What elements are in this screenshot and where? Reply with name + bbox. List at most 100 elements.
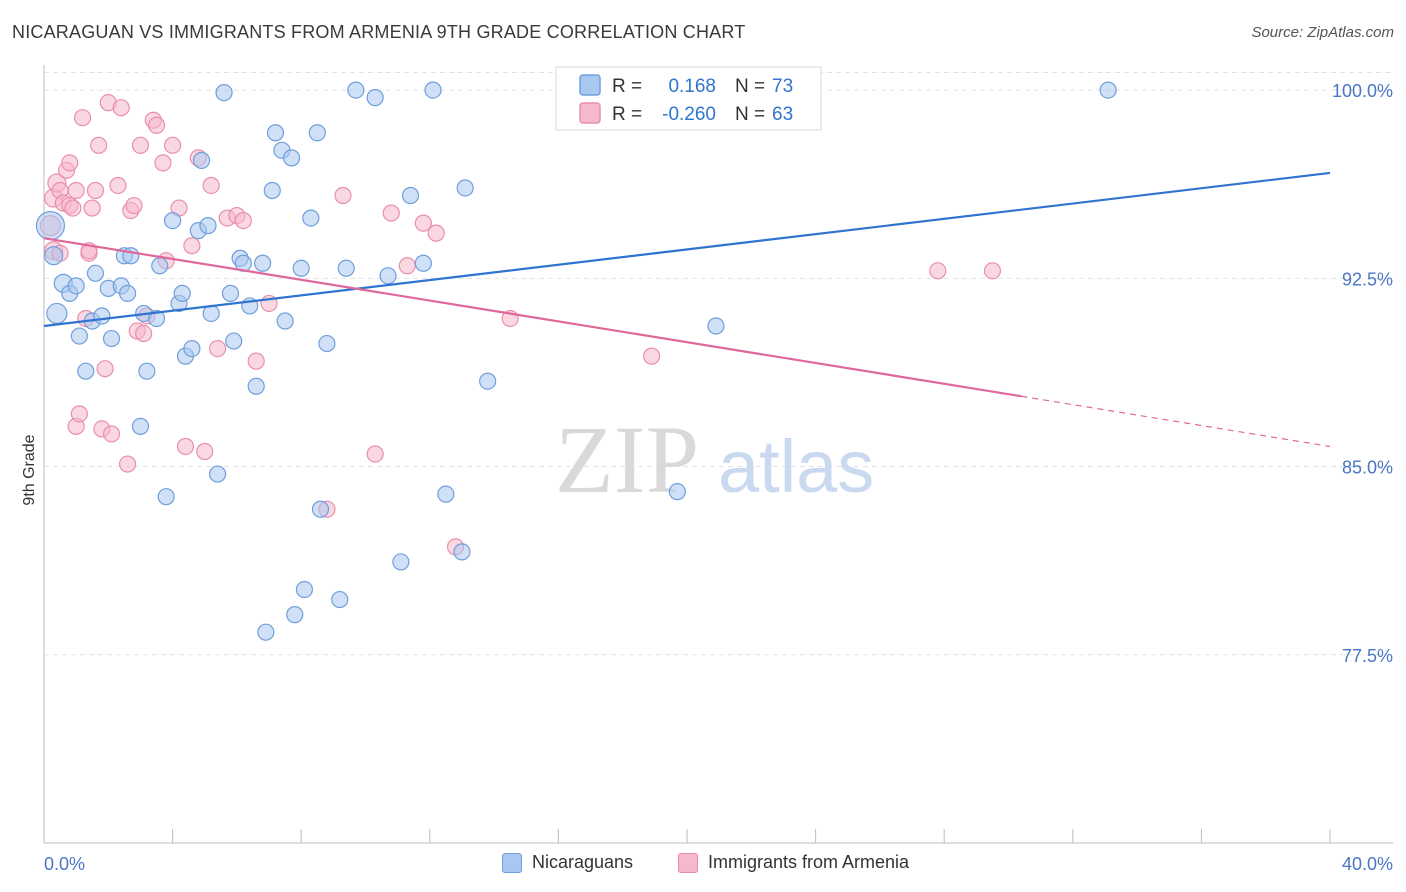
armenia-point — [929, 262, 947, 280]
armenia-point — [427, 224, 445, 242]
armenia-point — [118, 455, 137, 473]
gridlines — [44, 72, 1393, 656]
nicaraguan-point — [424, 81, 442, 99]
nicaraguan-point — [668, 483, 686, 501]
y-axis-title: 9th Grade — [21, 434, 38, 505]
bottom-legend-label: Nicaraguans — [532, 852, 634, 872]
nicaraguan-point — [295, 580, 314, 599]
nicaraguan-point — [318, 334, 336, 353]
nicaraguan-point — [456, 179, 474, 197]
armenia-point — [164, 136, 182, 154]
nicaraguan-point — [282, 149, 301, 167]
nicaraguan-point — [147, 309, 166, 328]
armenia-point — [176, 437, 195, 456]
nicaraguan-point — [131, 417, 150, 435]
watermark: ZIP atlas — [555, 406, 874, 513]
legend-n-label: N = — [735, 104, 765, 125]
nicaraguan-point — [401, 186, 420, 205]
armenia-point — [196, 442, 214, 461]
armenia-point — [983, 262, 1002, 280]
nicaraguan-point — [276, 312, 294, 330]
nicaraguan-point — [366, 89, 384, 107]
armenia-point — [73, 109, 92, 127]
y-tick-labels: 77.5% 85.0% 92.5% 100.0% — [1332, 81, 1393, 666]
nicaraguan-point — [221, 284, 240, 302]
nicaraguan-point — [337, 259, 355, 277]
legend-r-label: R = — [612, 104, 642, 125]
legend-n-label: N = — [735, 76, 765, 97]
nicaraguan-point — [164, 212, 182, 230]
nicaraguan-point — [707, 317, 725, 335]
armenia-point — [202, 176, 220, 195]
armenia-point — [147, 116, 166, 134]
nicaraguan-point — [308, 124, 326, 142]
x-tick-label: 40.0% — [1342, 854, 1393, 874]
armenia-point — [125, 196, 143, 215]
armenia-point — [398, 257, 416, 275]
nicaraguan-point — [247, 377, 265, 395]
armenia-point — [83, 199, 101, 217]
nicaraguan-point — [347, 81, 365, 99]
armenia-trend-line — [43, 237, 1022, 398]
nicaraguan-point — [102, 329, 121, 348]
nicaraguan-point — [122, 247, 140, 265]
nicaraguan-point — [263, 181, 281, 200]
armenia-point — [90, 136, 108, 154]
y-tick-label: 100.0% — [1332, 81, 1393, 101]
nicaraguan-point — [44, 246, 64, 266]
armenia-point — [247, 352, 265, 370]
nicaraguan-point — [86, 264, 105, 282]
nicaraguan-point — [70, 327, 88, 345]
series-nicaraguans-points — [35, 78, 1117, 641]
armenia-point — [366, 445, 384, 463]
bottom-legend-label: Immigrants from Armenia — [708, 852, 910, 872]
nicaraguan-point — [257, 623, 275, 641]
chart-title: NICARAGUAN VS IMMIGRANTS FROM ARMENIA 9T… — [12, 22, 746, 42]
y-tick-label: 77.5% — [1342, 646, 1393, 666]
nicaraguan-point — [479, 372, 497, 390]
legend-r-label: R = — [612, 76, 642, 97]
armenia-point — [131, 136, 150, 154]
nicaraguan-point — [93, 307, 111, 325]
nicaraguan-point — [379, 267, 397, 285]
nicaraguan-point — [118, 284, 137, 302]
nicaraguan-point — [254, 254, 272, 272]
nicaraguan-point — [199, 217, 217, 235]
legend-swatch-armenia — [579, 102, 601, 124]
armenia-point — [183, 237, 201, 255]
y-tick-label: 92.5% — [1342, 269, 1393, 289]
armenia-point — [64, 199, 82, 217]
x-tick-label: 0.0% — [44, 854, 85, 874]
armenia-point — [102, 425, 121, 443]
nicaraguan-point — [311, 500, 330, 518]
axes — [43, 65, 1393, 844]
armenia-point — [112, 99, 130, 117]
nicaraguan-point — [35, 211, 66, 241]
x-tick-labels: 0.0% 40.0% — [44, 854, 1393, 874]
nicaraguan-point — [414, 254, 432, 272]
legend-n-value: 63 — [772, 104, 793, 125]
nicaraguan-point — [67, 277, 85, 295]
nicaraguan-point — [215, 84, 233, 102]
armenia-point — [96, 360, 114, 378]
armenia-point — [86, 181, 105, 200]
bottom-legend-swatch-armenia — [678, 852, 698, 873]
legend-swatch-nicaraguans — [579, 74, 601, 96]
nicaraguan-point — [46, 302, 68, 325]
armenia-point — [135, 324, 153, 343]
nicaraguan-point — [77, 362, 95, 380]
source-credit: Source: ZipAtlas.com — [1251, 24, 1394, 41]
nicaraguan-point — [392, 553, 410, 571]
watermark-atlas: atlas — [718, 425, 874, 508]
nicaraguan-point — [331, 590, 349, 609]
armenia-point — [234, 212, 252, 230]
nicaraguans-trend-line — [43, 171, 1331, 328]
nicaraguan-point — [453, 543, 471, 561]
armenia-point — [643, 347, 661, 365]
legend-r-value: 0.168 — [668, 76, 716, 97]
armenia-point — [334, 186, 352, 205]
bottom-legend-item-nicaraguans: Nicaraguans — [502, 852, 633, 873]
legend-r-value: -0.260 — [662, 104, 716, 125]
nicaraguan-point — [209, 465, 227, 483]
